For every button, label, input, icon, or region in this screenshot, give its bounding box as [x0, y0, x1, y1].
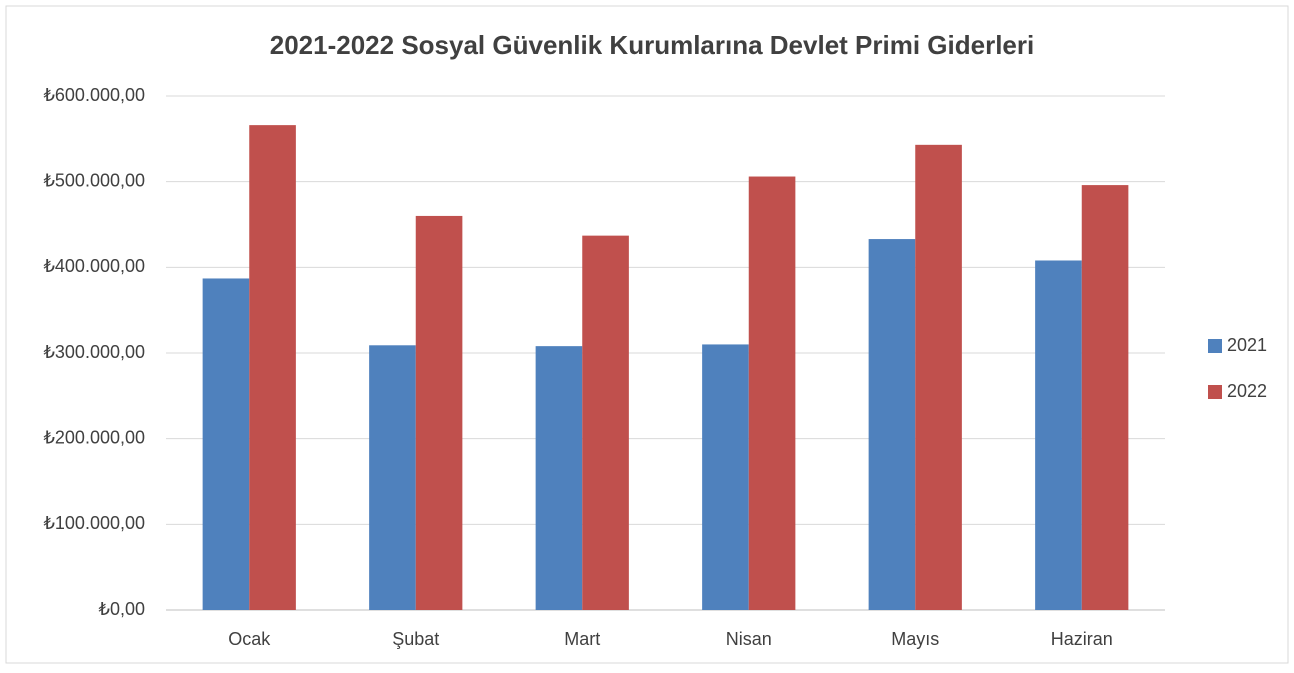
- x-tick-label: Haziran: [1051, 629, 1113, 649]
- bar: [1035, 260, 1082, 610]
- bar: [535, 346, 583, 610]
- y-tick-label: ₺600.000,00: [43, 85, 145, 105]
- legend-swatch: [1208, 339, 1222, 353]
- x-tick-label: Mart: [564, 629, 600, 649]
- bar: [1081, 185, 1129, 611]
- legend-label: 2022: [1227, 381, 1267, 401]
- bar: [202, 278, 250, 610]
- legend-label: 2021: [1227, 335, 1267, 355]
- y-tick-label: ₺100.000,00: [43, 513, 145, 533]
- y-tick-label: ₺300.000,00: [43, 342, 145, 362]
- y-tick-label: ₺400.000,00: [43, 256, 145, 276]
- bar: [415, 215, 463, 610]
- bar: [748, 176, 796, 610]
- chart-title: 2021-2022 Sosyal Güvenlik Kurumlarına De…: [270, 30, 1034, 60]
- x-tick-label: Mayıs: [891, 629, 939, 649]
- x-tick-label: Ocak: [228, 629, 271, 649]
- bar: [702, 344, 749, 610]
- legend-swatch: [1208, 385, 1222, 399]
- y-tick-label: ₺200.000,00: [43, 427, 145, 447]
- bar: [582, 235, 629, 611]
- bar: [249, 125, 296, 611]
- bar: [915, 144, 962, 610]
- bar: [369, 345, 416, 610]
- y-tick-label: ₺500.000,00: [43, 170, 145, 190]
- y-tick-label: ₺0,00: [99, 599, 146, 619]
- x-tick-label: Nisan: [726, 629, 772, 649]
- bar: [868, 239, 916, 610]
- x-tick-label: Şubat: [392, 629, 439, 649]
